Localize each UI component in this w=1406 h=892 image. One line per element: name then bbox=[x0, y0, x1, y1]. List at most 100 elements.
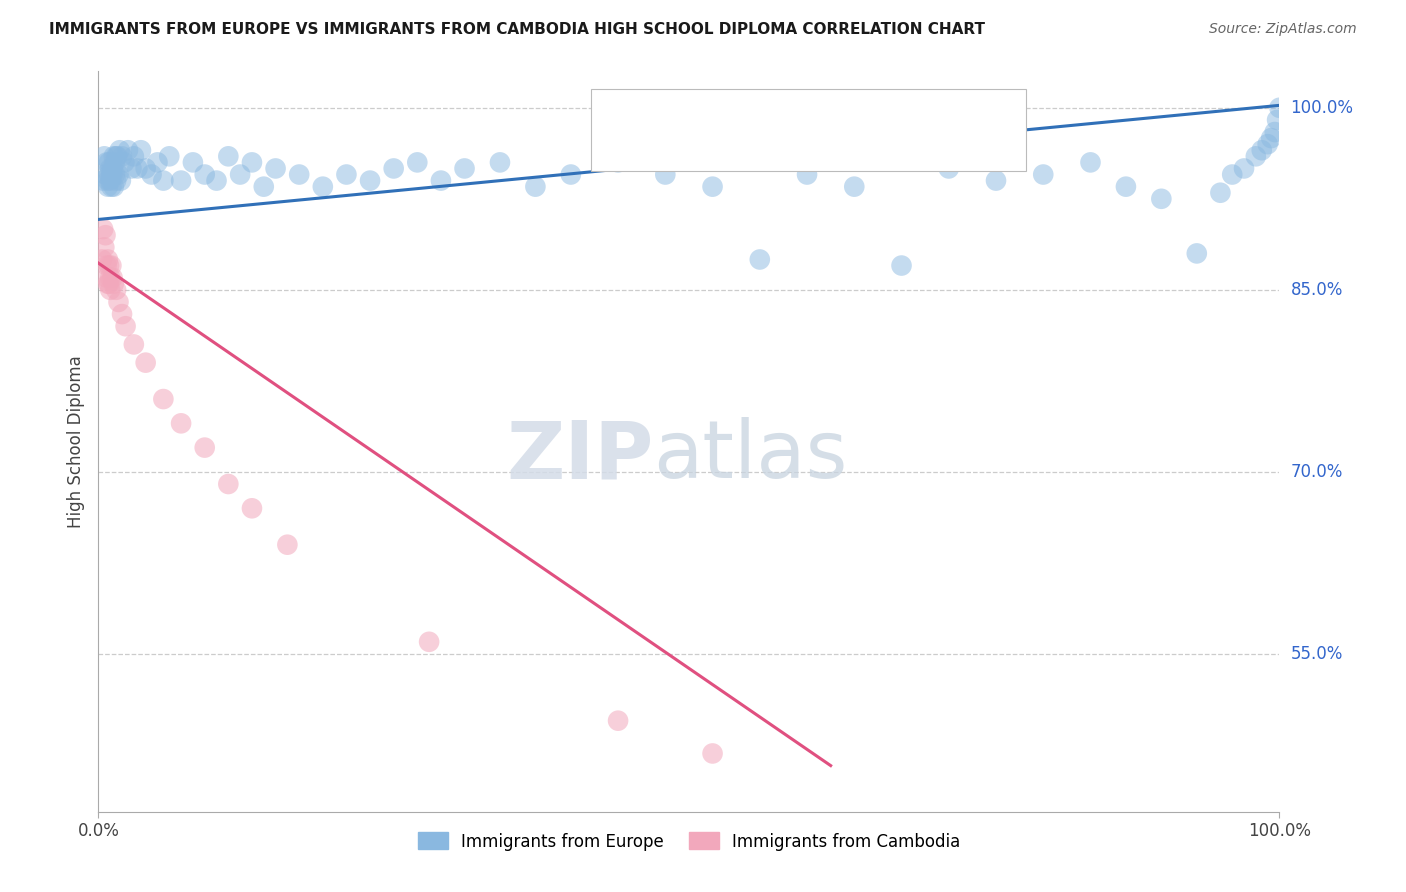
Point bbox=[97, 277, 120, 291]
Point bbox=[112, 155, 135, 169]
Point bbox=[135, 356, 157, 370]
Point bbox=[117, 143, 139, 157]
Point bbox=[702, 179, 724, 194]
Point bbox=[217, 149, 239, 163]
Point bbox=[418, 635, 440, 649]
Point bbox=[98, 259, 121, 273]
Point bbox=[607, 714, 630, 728]
Point bbox=[430, 173, 453, 187]
Point bbox=[96, 259, 118, 273]
Point bbox=[984, 173, 1007, 187]
Point bbox=[1265, 112, 1288, 127]
Point bbox=[103, 149, 125, 163]
Point bbox=[100, 179, 122, 194]
Bar bbox=[614, 137, 645, 157]
Point bbox=[1260, 131, 1282, 145]
Text: IMMIGRANTS FROM EUROPE VS IMMIGRANTS FROM CAMBODIA HIGH SCHOOL DIPLOMA CORRELATI: IMMIGRANTS FROM EUROPE VS IMMIGRANTS FRO… bbox=[49, 22, 986, 37]
Y-axis label: High School Diploma: High School Diploma bbox=[66, 355, 84, 528]
Point bbox=[702, 747, 724, 761]
Point bbox=[121, 161, 143, 176]
Point bbox=[98, 168, 121, 182]
Point bbox=[152, 173, 174, 187]
Point bbox=[359, 173, 381, 187]
Point bbox=[141, 168, 163, 182]
Point bbox=[100, 259, 122, 273]
Point bbox=[194, 168, 217, 182]
Point bbox=[524, 179, 547, 194]
Point bbox=[253, 179, 276, 194]
Point bbox=[890, 259, 912, 273]
Point bbox=[97, 252, 120, 267]
Point bbox=[607, 155, 630, 169]
Point bbox=[1244, 149, 1267, 163]
Point bbox=[1268, 101, 1291, 115]
Point bbox=[110, 173, 132, 187]
Text: 100.0%: 100.0% bbox=[1291, 99, 1354, 117]
Point bbox=[194, 441, 217, 455]
Point bbox=[1150, 192, 1173, 206]
Point bbox=[1257, 137, 1279, 152]
Point bbox=[97, 179, 120, 194]
Point bbox=[240, 501, 263, 516]
Point bbox=[91, 252, 114, 267]
Point bbox=[100, 168, 122, 182]
Point bbox=[103, 277, 125, 291]
Point bbox=[844, 179, 866, 194]
Point bbox=[938, 161, 960, 176]
Point bbox=[98, 283, 121, 297]
Point bbox=[335, 168, 357, 182]
Point bbox=[108, 143, 131, 157]
Point bbox=[1220, 168, 1243, 182]
Point bbox=[1032, 168, 1054, 182]
Point bbox=[240, 155, 263, 169]
Point bbox=[264, 161, 287, 176]
Point bbox=[96, 155, 118, 169]
Point bbox=[276, 538, 298, 552]
Point bbox=[127, 161, 149, 176]
Text: ZIP: ZIP bbox=[506, 417, 654, 495]
Point bbox=[748, 252, 770, 267]
Text: atlas: atlas bbox=[654, 417, 848, 495]
Point bbox=[1080, 155, 1102, 169]
Point bbox=[93, 149, 115, 163]
Point bbox=[98, 161, 121, 176]
Point bbox=[101, 161, 124, 176]
Point bbox=[1209, 186, 1232, 200]
Point bbox=[181, 155, 204, 169]
Point bbox=[107, 295, 129, 310]
Point bbox=[152, 392, 174, 406]
Point bbox=[104, 168, 127, 182]
Text: 55.0%: 55.0% bbox=[1291, 645, 1343, 663]
Point bbox=[229, 168, 252, 182]
Point bbox=[114, 319, 136, 334]
Point bbox=[146, 155, 169, 169]
Point bbox=[111, 307, 134, 321]
Point bbox=[111, 149, 134, 163]
Point bbox=[135, 161, 157, 176]
Point bbox=[288, 168, 311, 182]
Point bbox=[105, 149, 128, 163]
Point bbox=[101, 270, 124, 285]
Point bbox=[105, 149, 128, 163]
Point bbox=[91, 222, 114, 236]
Point bbox=[312, 179, 335, 194]
Point bbox=[103, 179, 125, 194]
Point bbox=[382, 161, 405, 176]
Point bbox=[98, 155, 121, 169]
Point bbox=[107, 168, 129, 182]
Bar bbox=[614, 103, 645, 123]
Point bbox=[94, 168, 117, 182]
Point bbox=[105, 173, 128, 187]
Point bbox=[91, 173, 114, 187]
Point bbox=[170, 417, 193, 431]
Point bbox=[217, 477, 239, 491]
Point bbox=[98, 270, 121, 285]
Point bbox=[1185, 246, 1208, 260]
Point bbox=[98, 173, 121, 187]
Text: R =  0.340   N = 80: R = 0.340 N = 80 bbox=[662, 104, 838, 122]
Point bbox=[560, 168, 582, 182]
Point bbox=[453, 161, 475, 176]
Point bbox=[93, 240, 115, 254]
Point bbox=[205, 173, 228, 187]
Point bbox=[129, 143, 152, 157]
